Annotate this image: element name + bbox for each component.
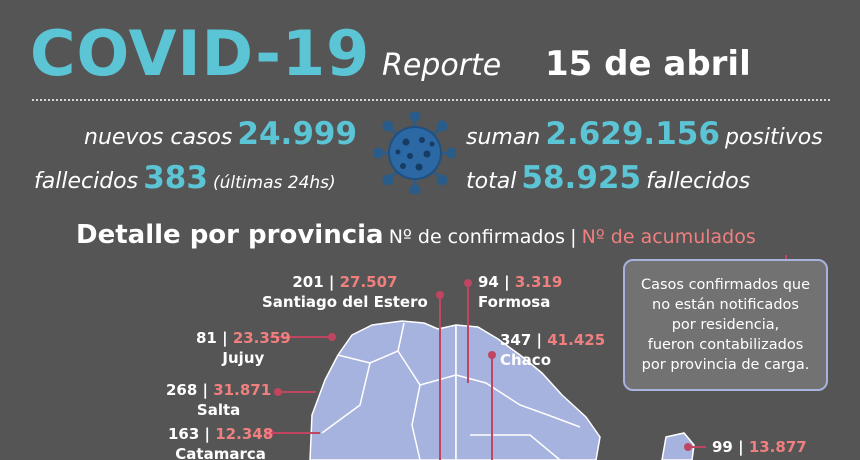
province-accumulated: 31.871 (213, 381, 272, 399)
province-confirmed: 201 (292, 273, 324, 291)
province-confirmed: 99 (712, 438, 733, 456)
province-name: Catamarca (175, 445, 266, 460)
province-accumulated: 13.877 (748, 438, 807, 456)
province-label: 163 | 12.348 Catamarca (168, 424, 273, 460)
legend-separator: | (570, 226, 577, 248)
report-subtitle: Reporte (382, 48, 502, 83)
province-name: Salta (196, 401, 241, 419)
province-accumulated: 23.359 (232, 329, 291, 347)
deaths-period: (últimas 24hs) (213, 173, 336, 193)
map-region-east (661, 432, 695, 460)
total-positives-suffix: positivos (725, 125, 823, 150)
confirmed-legend: Nº de confirmados (388, 226, 565, 248)
new-cases-value: 24.999 (237, 116, 358, 152)
province-accumulated: 27.507 (339, 273, 398, 291)
deaths-value: 383 (143, 160, 208, 196)
province-confirmed: 94 (478, 273, 499, 291)
total-deaths-suffix: fallecidos (646, 169, 751, 194)
province-confirmed: 347 (500, 331, 532, 349)
total-positives-stat: suman 2.629.156 positivos (466, 114, 823, 159)
dotted-divider (32, 99, 830, 101)
province-confirmed: 163 (168, 425, 200, 443)
note-line: por provincia de carga. (641, 357, 810, 373)
total-deaths-value: 58.925 (521, 160, 642, 196)
province-label: 201 | 27.507 Santiago del Estero (262, 273, 428, 311)
province-label: 347 | 41.425 Chaco (500, 331, 606, 369)
deaths-stat: fallecidos 383 (últimas 24hs) (34, 158, 336, 203)
virus-icon (374, 112, 456, 194)
province-label: 94 | 3.319 Formosa (478, 273, 563, 311)
province-confirmed: 81 (196, 329, 217, 347)
report-date: 15 de abril (545, 44, 751, 84)
total-deaths-label: total (466, 169, 517, 194)
note-line: fueron contabilizados (647, 337, 804, 353)
note-line: no están notificados (652, 297, 799, 313)
province-name: Jujuy (222, 349, 265, 367)
province-name: Santiago del Estero (262, 293, 428, 311)
report-title: COVID-19 (30, 17, 371, 90)
map-region-northwest (309, 320, 457, 460)
total-positives-label: suman (466, 125, 541, 150)
note-box: Casos confirmados que no están notificad… (623, 259, 828, 391)
new-cases-stat: nuevos casos 24.999 (84, 114, 357, 159)
report-header: COVID-19 Reporte 15 de abril (30, 18, 830, 90)
total-deaths-stat: total 58.925 fallecidos (466, 158, 750, 203)
total-positives-value: 2.629.156 (545, 116, 720, 152)
province-confirmed: 268 (166, 381, 198, 399)
province-label: 99 | 13.877 (712, 438, 807, 456)
province-accumulated: 41.425 (547, 331, 606, 349)
detail-heading-row: Detalle por provincia Nº de confirmados … (76, 217, 756, 256)
province-label: 81 | 23.359 Jujuy (196, 329, 291, 367)
accumulated-legend: Nº de acumulados (581, 226, 756, 248)
province-accumulated: 3.319 (514, 273, 563, 291)
province-name: Chaco (500, 351, 552, 369)
detail-heading: Detalle por provincia (76, 220, 384, 250)
note-line: Casos confirmados que (640, 277, 811, 293)
province-label: 268 | 31.871 Salta (166, 381, 272, 419)
province-accumulated: 12.348 (215, 425, 274, 443)
province-map (266, 255, 790, 460)
province-name: Formosa (478, 293, 551, 311)
deaths-label: fallecidos (34, 169, 139, 194)
note-line: por residencia, (671, 317, 780, 333)
new-cases-label: nuevos casos (84, 125, 233, 150)
